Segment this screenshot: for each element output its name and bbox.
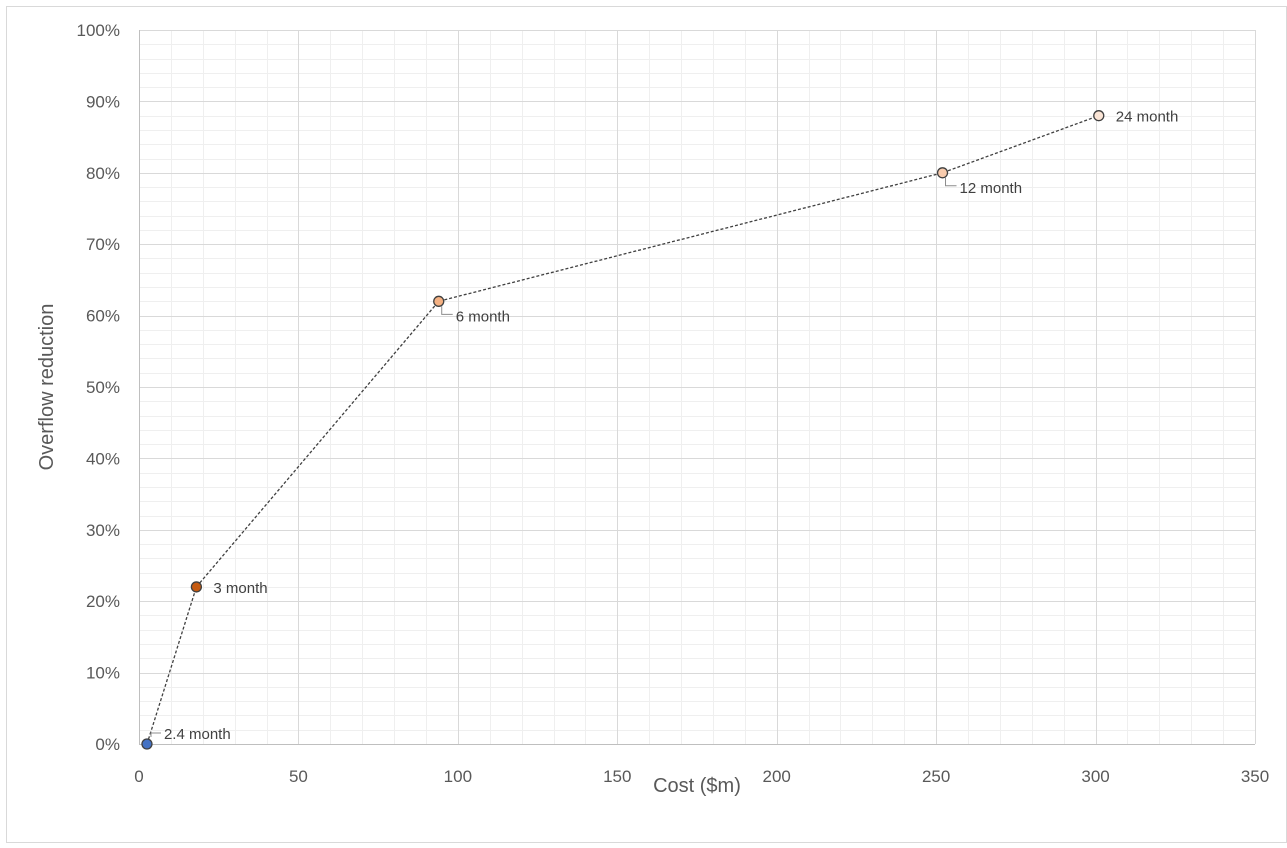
x-tick-label: 200 [763,767,791,786]
y-axis-title: Overflow reduction [36,304,58,471]
x-tick-label: 100 [444,767,472,786]
y-tick-label: 100% [77,21,120,40]
y-tick-label: 10% [86,664,120,683]
data-point-label: 12 month [960,180,1023,197]
data-label-leader-line [441,306,453,315]
y-tick-label: 0% [95,735,120,754]
data-point-marker [936,167,949,179]
x-tick-label: 300 [1081,767,1109,786]
x-tick-label: 50 [289,767,308,786]
data-point-marker [190,581,203,593]
gridlines [139,30,1256,745]
axes [139,30,1255,745]
y-tick-label: 20% [86,592,120,611]
x-tick-label: 0 [134,767,143,786]
data-point-label: 6 month [456,308,510,325]
tick-labels: 0 50 100 150 200 250 300 350 0% 10% 20% 30% 40% 50% 60… [77,21,1270,786]
data-point-marker [1093,110,1105,122]
y-tick-label: 40% [86,449,120,468]
data-point-marker [433,295,445,307]
y-tick-label: 90% [86,92,120,111]
chart-frame [6,6,1287,843]
y-tick-label: 60% [86,307,120,326]
data-point-label: 3 month [213,580,267,597]
x-tick-label: 150 [603,767,631,786]
y-tick-label: 70% [86,235,120,254]
data-series [141,110,1105,750]
x-axis-title: Cost ($m) [653,775,741,797]
data-label-leader-line [945,177,957,187]
data-point-label: 2.4 month [164,726,231,743]
y-tick-label: 30% [86,521,120,540]
y-tick-label: 50% [86,378,120,397]
x-tick-label: 250 [922,767,950,786]
data-point-marker [141,738,153,750]
y-tick-label: 80% [86,164,120,183]
data-labels: 2.4 month 3 month 6 month 12 month 24 month [150,109,1179,743]
x-tick-label: 350 [1241,767,1269,786]
data-label-leader-line [150,732,161,737]
data-point-label: 24 month [1116,109,1179,126]
